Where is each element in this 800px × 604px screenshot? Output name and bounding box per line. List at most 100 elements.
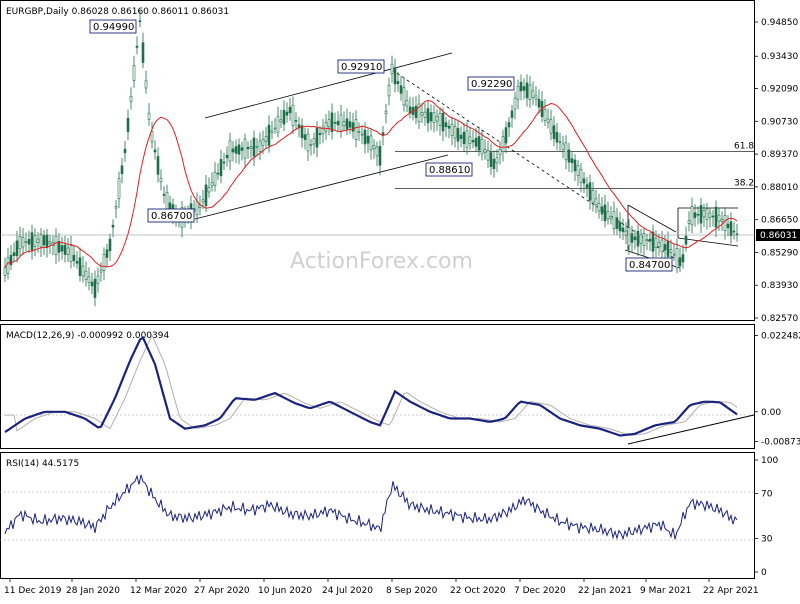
candle-body: [276, 116, 280, 133]
candle-body: [12, 252, 16, 256]
price-tick-label: 0.85290: [761, 248, 798, 258]
candle-body: [582, 178, 586, 184]
candle-body: [465, 130, 469, 148]
candle-body: [417, 103, 421, 122]
candle-body: [21, 237, 25, 248]
candle-body: [681, 254, 685, 263]
price-annotation-label: 0.92290: [471, 79, 512, 90]
candle-body: [669, 249, 673, 253]
candle-body: [459, 134, 463, 139]
candle-body: [303, 134, 307, 140]
price-annotation-label: 0.88610: [429, 165, 470, 176]
date-tick-label: 8 Sep 2020: [386, 586, 438, 596]
price-tick-label: 0.94850: [761, 18, 798, 28]
candle-body: [372, 145, 376, 150]
candle-body: [351, 122, 355, 132]
rsi-panel: [0, 452, 755, 579]
candle-body: [591, 190, 595, 204]
candle-body: [714, 206, 718, 228]
candle-body: [357, 131, 361, 133]
candle-body: [615, 217, 619, 229]
candle-body: [387, 85, 391, 97]
candle-body: [129, 96, 133, 102]
candle-body: [483, 148, 487, 153]
candle-body: [111, 224, 115, 228]
candle-body: [363, 129, 367, 145]
candle-body: [690, 206, 694, 226]
candle-body: [522, 86, 526, 91]
candle-body: [57, 241, 61, 253]
candle-body: [369, 135, 373, 150]
date-tick-label: 7 Dec 2020: [514, 586, 566, 596]
candle-body: [105, 249, 109, 258]
candle-body: [240, 147, 244, 151]
candle-body: [474, 137, 478, 147]
candle-body: [732, 230, 736, 233]
macd-tick-label: -0.008736: [761, 437, 800, 447]
candle-body: [456, 128, 460, 142]
date-tick-label: 22 Apr 2021: [703, 586, 759, 596]
channel-upper-line: [204, 52, 453, 119]
date-axis: 11 Dec 2019 28 Jan 2020 12 Mar 2020 27 Apr …: [4, 578, 759, 596]
candle-body: [261, 139, 265, 146]
candle-body: [315, 127, 319, 148]
candle-body: [612, 211, 616, 229]
candle-body: [702, 210, 706, 218]
price-tick-label: 0.89370: [761, 150, 798, 160]
candle-body: [108, 238, 112, 252]
macd-line: [4, 335, 738, 437]
candle-body: [231, 148, 235, 153]
candle-body: [531, 90, 535, 98]
candle-body: [255, 145, 259, 148]
candle-body: [243, 138, 247, 159]
macd-tick-label: 0.022482: [761, 331, 800, 341]
candle-body: [123, 148, 127, 154]
candle-body: [423, 111, 427, 118]
fib-level-label: 38.2: [734, 178, 754, 188]
candle-body: [126, 117, 130, 132]
candle-body: [99, 269, 103, 273]
candle-body: [114, 206, 118, 209]
macd-signal-line: [5, 334, 738, 436]
candle-body: [450, 123, 454, 136]
candle-body: [366, 135, 370, 144]
price-tick-label: 0.86650: [761, 216, 798, 226]
candle-body: [462, 131, 466, 145]
candle-body: [438, 113, 442, 126]
date-tick-label: 22 Oct 2020: [450, 586, 506, 596]
candle-body: [651, 231, 655, 252]
candle-body: [81, 265, 85, 277]
candle-body: [447, 125, 451, 129]
candle-body: [510, 110, 514, 118]
moving-average-line: [4, 99, 738, 268]
candle-body: [339, 114, 343, 133]
candle-body: [258, 140, 262, 152]
candle-body: [60, 245, 64, 252]
candle-body: [453, 126, 457, 139]
candle-body: [195, 201, 199, 216]
candle-body: [516, 86, 520, 100]
rsi-tick-label: 0: [761, 568, 767, 578]
candle-body: [687, 220, 691, 224]
candle-body: [273, 127, 277, 130]
candle-body: [393, 67, 397, 85]
candle-body: [489, 152, 493, 167]
candle-body: [345, 118, 349, 130]
candle-body: [597, 202, 601, 212]
candle-body: [426, 108, 430, 124]
candle-body: [378, 145, 382, 166]
current-price-box: [756, 229, 800, 241]
candle-body: [624, 230, 628, 236]
candle-body: [225, 154, 229, 159]
candle-body: [6, 257, 10, 274]
macd-axis: 0.022482 0.00 -0.008736: [754, 331, 800, 447]
candles: [3, 10, 739, 307]
candle-body: [630, 233, 634, 243]
candle-body: [69, 245, 73, 262]
candle-body: [555, 132, 559, 143]
triangle-lower-line: [677, 237, 739, 247]
candle-body: [327, 119, 331, 128]
candle-body: [528, 84, 532, 100]
